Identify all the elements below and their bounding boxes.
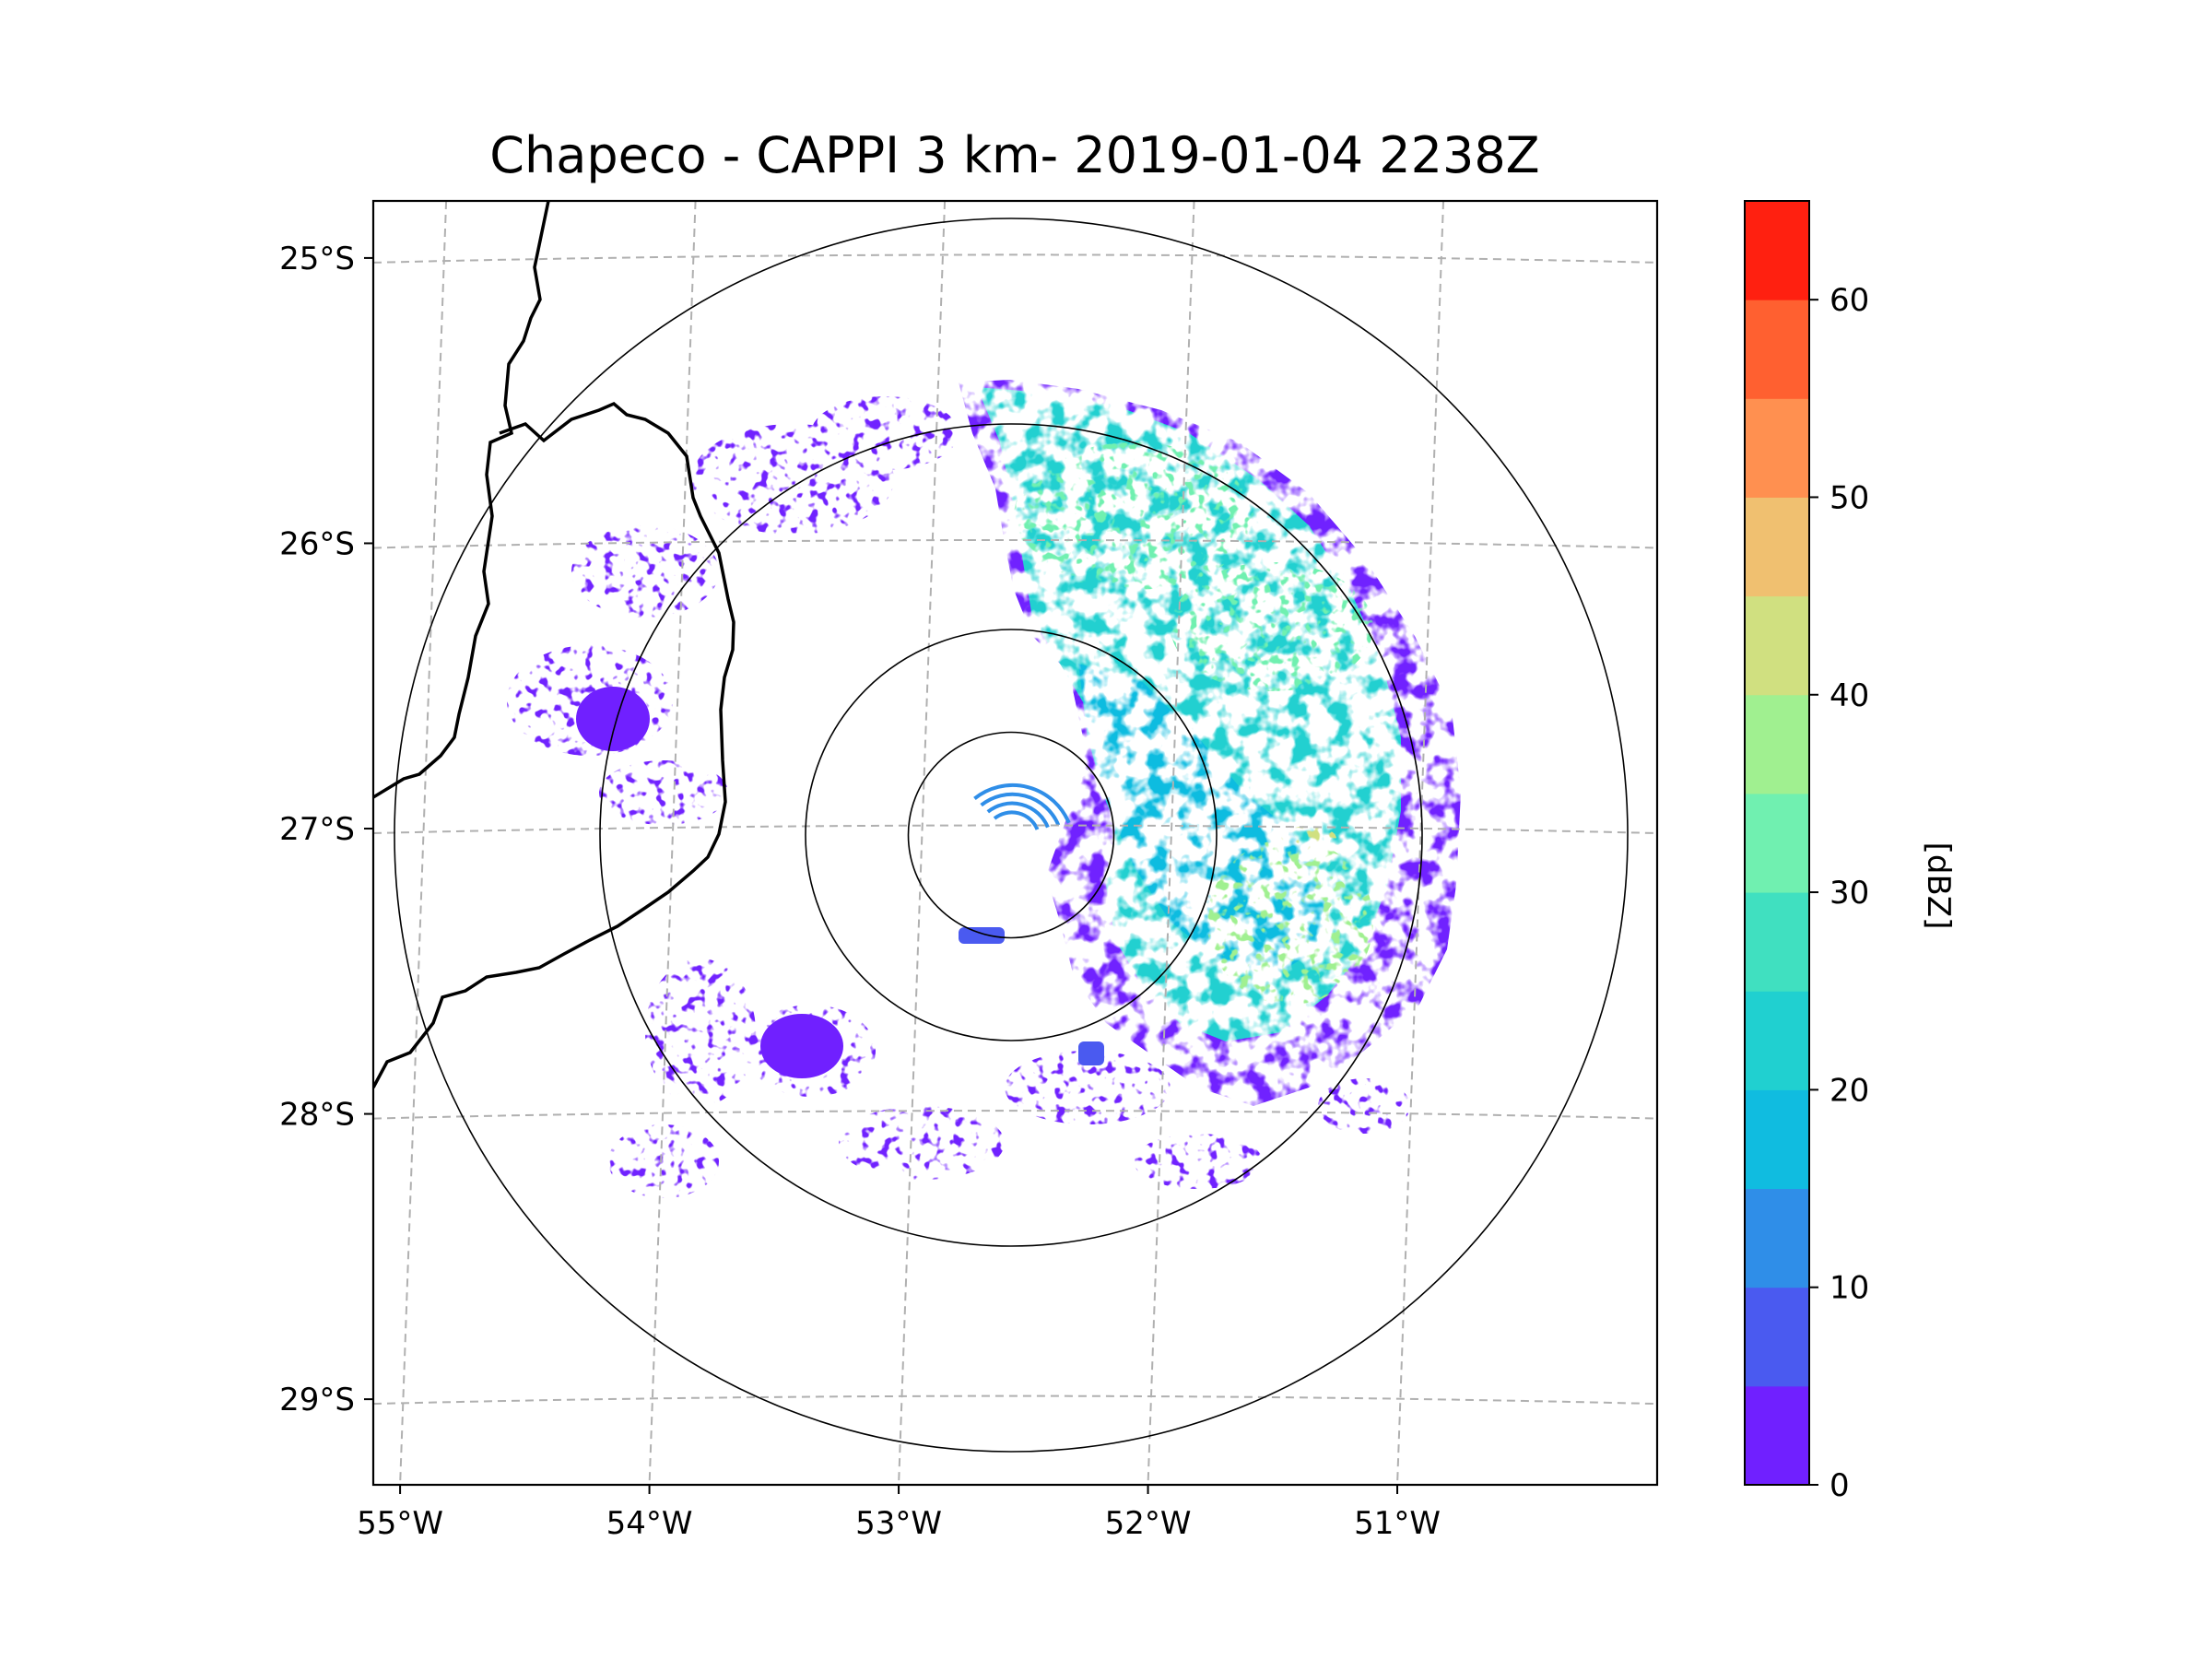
echo-blob-south — [1078, 1041, 1104, 1065]
near-arc — [973, 782, 1071, 824]
colorbar-segment — [1745, 1188, 1809, 1288]
parallel-line — [373, 253, 1657, 264]
state-borders — [373, 201, 735, 1088]
x-tick-label: 53°W — [855, 1505, 942, 1542]
echo-blob-west — [576, 687, 650, 751]
reflectivity-echoes — [507, 380, 1461, 1198]
plot-area — [371, 199, 1659, 1487]
y-tick-label: 27°S — [279, 811, 355, 848]
colorbar-segment — [1745, 892, 1809, 992]
echo-blob-southwest — [760, 1014, 843, 1078]
colorbar-tick-label: 60 — [1830, 282, 1869, 319]
colorbar-tick-label: 20 — [1830, 1072, 1869, 1109]
echo-speckle — [1134, 1134, 1263, 1189]
near-arc — [993, 810, 1040, 830]
range-ring-50km — [907, 731, 1115, 939]
parallel-line — [373, 538, 1657, 549]
echo-speckle — [599, 760, 728, 825]
meridian-line — [648, 201, 697, 1485]
echo-speckle — [571, 525, 719, 618]
border-argentina-brazil — [373, 201, 550, 799]
colorbar-label: [dBZ] — [1920, 842, 1957, 930]
colorbar-segment — [1745, 1089, 1809, 1190]
colorbar-tick-label: 30 — [1830, 875, 1869, 912]
echo-strong-cells — [1014, 442, 1373, 1005]
parallel-line — [373, 1110, 1657, 1120]
echo-cell-southeast — [1207, 839, 1373, 1005]
y-tick-label: 29°S — [279, 1382, 355, 1418]
colorbar-segment — [1745, 991, 1809, 1090]
border-santa-catarina — [373, 401, 735, 1088]
y-tick-label: 26°S — [279, 525, 355, 562]
colorbar-segment — [1745, 497, 1809, 597]
colorbar-segment — [1745, 1385, 1809, 1486]
near-arc — [986, 801, 1050, 829]
echo-speckle — [1318, 1078, 1410, 1134]
meridian-line — [399, 201, 448, 1485]
meridian-line — [1396, 201, 1445, 1485]
echo-cell-north — [1014, 442, 1253, 590]
y-tick-label: 25°S — [279, 241, 355, 277]
range-ring-300km — [394, 218, 1629, 1453]
echo-core — [1281, 826, 1336, 852]
colorbar-tick-label: 50 — [1830, 479, 1869, 516]
parallel-line — [373, 1394, 1657, 1406]
meridian-line — [898, 201, 947, 1485]
parallel-line — [373, 824, 1657, 835]
echo-speckle — [608, 1124, 719, 1198]
x-axis-ticks: 55°W 54°W 53°W 52°W 51°W — [357, 1485, 1441, 1542]
colorbar-tick-label: 10 — [1830, 1270, 1869, 1307]
colorbar-tick-label: 0 — [1830, 1467, 1850, 1504]
y-tick-label: 28°S — [279, 1097, 355, 1134]
colorbar-tick-label: 40 — [1830, 677, 1869, 714]
echo-speckle — [645, 959, 756, 1106]
colorbar-segment — [1745, 694, 1809, 794]
echo-speckle — [839, 1106, 1005, 1180]
colorbar-frame — [1744, 200, 1810, 1486]
echo-speckle — [811, 396, 959, 470]
near-arc — [980, 792, 1061, 826]
echo-blob-near-south — [959, 927, 1005, 944]
chart-title: Chapeco - CAPPI 3 km- 2019-01-04 2238Z — [489, 126, 1539, 184]
meridian-line — [1147, 201, 1195, 1485]
near-range-arcs — [973, 782, 1071, 830]
colorbar-segment — [1745, 398, 1809, 498]
x-tick-label: 51°W — [1354, 1505, 1441, 1542]
x-tick-label: 55°W — [357, 1505, 443, 1542]
range-ring-200km — [599, 423, 1423, 1247]
colorbar-segment — [1745, 793, 1809, 893]
y-axis-ticks: 25°S 26°S 27°S 28°S 29°S — [279, 241, 373, 1418]
range-rings — [394, 218, 1629, 1453]
colorbar-segment — [1745, 595, 1809, 696]
colorbar-segment — [1745, 201, 1809, 300]
echo-speckle — [1005, 1051, 1171, 1124]
echo-cell-northeast — [1171, 562, 1373, 691]
colorbar-segment — [1745, 1287, 1809, 1387]
x-tick-label: 52°W — [1105, 1505, 1192, 1542]
x-tick-label: 54°W — [606, 1505, 693, 1542]
colorbar-segment — [1745, 300, 1809, 399]
range-ring-100km — [805, 629, 1218, 1041]
graticule — [373, 201, 1657, 1485]
colorbar: 0 10 20 30 40 50 60 — [1744, 200, 1869, 1504]
plot-frame — [371, 199, 1659, 1487]
